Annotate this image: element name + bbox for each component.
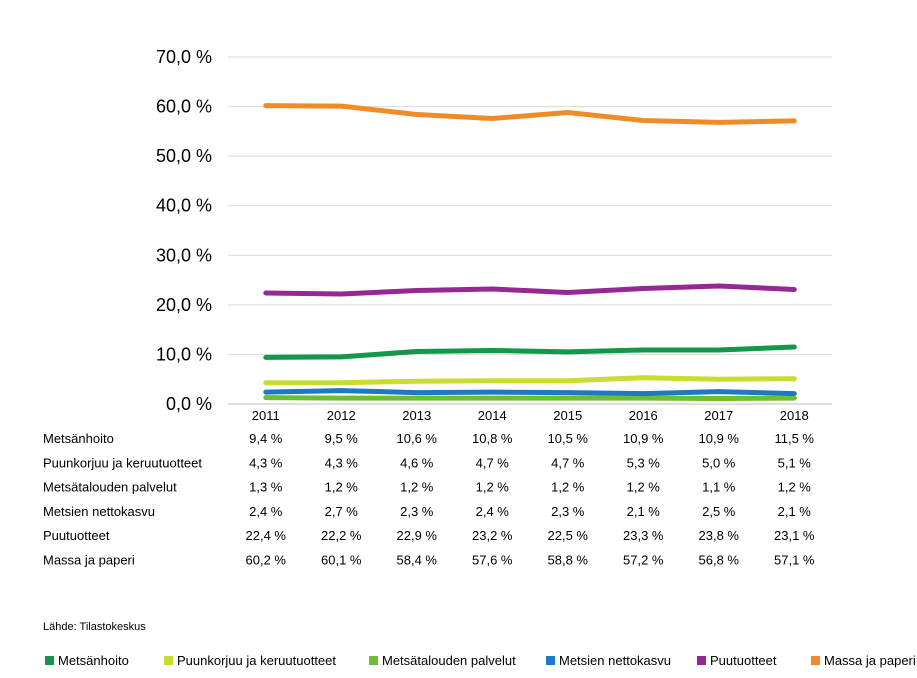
table-cell: 4,3 % [325, 455, 359, 470]
x-tick-label: 2013 [402, 408, 431, 423]
y-tick-label: 10,0 % [156, 344, 212, 364]
x-tick-label: 2014 [478, 408, 507, 423]
table-row-label: Metsätalouden palvelut [43, 480, 177, 495]
table-cell: 2,1 % [627, 504, 661, 519]
table-cell: 2,7 % [325, 504, 359, 519]
source-note: Lähde: Tilastokeskus [43, 621, 146, 633]
legend-label: Metsien nettokasvu [559, 653, 671, 668]
data-table: Metsänhoito 9,4 % 9,5 % 10,6 % 10,8 % 10,5 % 1… [43, 431, 815, 568]
legend-label: Puutuotteet [710, 653, 777, 668]
table-cell: 23,3 % [623, 528, 664, 543]
series-line-1 [263, 344, 797, 360]
x-tick-label: 2018 [780, 408, 809, 423]
table-cell: 1,2 % [627, 480, 661, 495]
legend-swatch [811, 656, 820, 665]
legend-label: Metsätalouden palvelut [382, 653, 516, 668]
y-tick-label: 40,0 % [156, 196, 212, 216]
table-cell: 1,2 % [476, 480, 510, 495]
table-row-label: Puunkorjuu ja keruutuotteet [43, 455, 202, 470]
table-cell: 10,8 % [472, 431, 513, 446]
table-cell: 22,9 % [397, 528, 438, 543]
x-axis-ticks: 2011 2012 2013 2014 2015 2016 2017 2018 [252, 408, 809, 423]
table-cell: 2,3 % [551, 504, 585, 519]
series-line-5 [263, 283, 797, 297]
table-cell: 2,1 % [778, 504, 812, 519]
legend-label: Puunkorjuu ja keruutuotteet [177, 653, 336, 668]
table-cell: 1,2 % [325, 480, 359, 495]
y-tick-label: 60,0 % [156, 97, 212, 117]
table-row-label: Metsänhoito [43, 431, 114, 446]
legend-swatch [369, 656, 378, 665]
table-cell: 22,5 % [548, 528, 589, 543]
table-cell: 5,0 % [702, 455, 736, 470]
table-cell: 60,2 % [246, 553, 287, 568]
table-cell: 10,5 % [548, 431, 589, 446]
x-tick-label: 2015 [553, 408, 582, 423]
legend-label: Metsänhoito [58, 653, 129, 668]
table-cell: 5,1 % [778, 455, 812, 470]
table-cell: 2,3 % [400, 504, 434, 519]
legend: Metsänhoito Puunkorjuu ja keruutuotteet Me… [45, 653, 916, 668]
y-tick-label: 20,0 % [156, 295, 212, 315]
y-axis-ticks: 0,0 % 10,0 % 20,0 % 30,0 % 40,0 % 50,0 % 60,0 … [156, 47, 212, 414]
table-cell: 58,4 % [397, 553, 438, 568]
table-cell: 9,5 % [325, 431, 359, 446]
table-cell: 56,8 % [699, 553, 740, 568]
table-cell: 1,2 % [400, 480, 434, 495]
table-cell: 2,5 % [702, 504, 736, 519]
series-line-3 [263, 395, 797, 401]
table-row-label: Metsien nettokasvu [43, 504, 155, 519]
table-cell: 4,7 % [476, 455, 510, 470]
table-cell: 4,3 % [249, 455, 283, 470]
table-cell: 23,8 % [699, 528, 740, 543]
table-cell: 10,6 % [397, 431, 438, 446]
table-cell: 22,4 % [246, 528, 287, 543]
table-cell: 2,4 % [476, 504, 510, 519]
table-cell: 1,2 % [551, 480, 585, 495]
table-cell: 10,9 % [623, 431, 664, 446]
legend-label: Massa ja paperi [824, 653, 916, 668]
table-cell: 57,1 % [774, 553, 815, 568]
table-cell: 22,2 % [321, 528, 362, 543]
table-cell: 1,3 % [249, 480, 283, 495]
y-tick-label: 70,0 % [156, 47, 212, 67]
table-cell: 1,2 % [778, 480, 812, 495]
x-tick-label: 2017 [704, 408, 733, 423]
legend-swatch [164, 656, 173, 665]
table-cell: 57,6 % [472, 553, 513, 568]
table-cell: 60,1 % [321, 553, 362, 568]
table-cell: 57,2 % [623, 553, 664, 568]
table-cell: 4,6 % [400, 455, 434, 470]
y-tick-label: 50,0 % [156, 146, 212, 166]
x-tick-label: 2011 [252, 408, 280, 423]
table-cell: 2,4 % [249, 504, 283, 519]
table-cell: 4,7 % [551, 455, 585, 470]
series-line-2 [263, 375, 797, 386]
table-cell: 5,3 % [627, 455, 661, 470]
x-tick-label: 2016 [629, 408, 658, 423]
x-tick-label: 2012 [327, 408, 356, 423]
series-line-6 [263, 103, 797, 125]
table-row-label: Massa ja paperi [43, 553, 135, 568]
legend-swatch [45, 656, 54, 665]
series-lines [263, 103, 797, 401]
table-cell: 58,8 % [548, 553, 589, 568]
legend-swatch [697, 656, 706, 665]
table-cell: 23,1 % [774, 528, 815, 543]
series-line-4 [263, 388, 797, 397]
table-cell: 1,1 % [702, 480, 736, 495]
y-tick-label: 30,0 % [156, 245, 212, 265]
table-row-label: Puutuotteet [43, 528, 110, 543]
table-cell: 10,9 % [699, 431, 740, 446]
table-cell: 9,4 % [249, 431, 283, 446]
table-cell: 11,5 % [774, 431, 814, 446]
table-cell: 23,2 % [472, 528, 513, 543]
legend-swatch [546, 656, 555, 665]
y-tick-label: 0,0 % [166, 394, 212, 414]
